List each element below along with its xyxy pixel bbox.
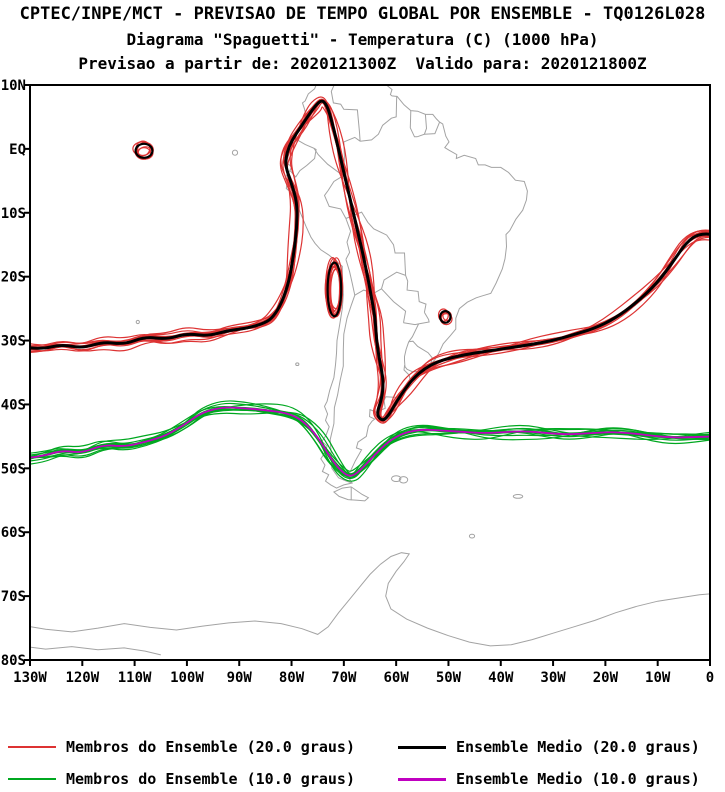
lat-tick-label: 50S: [1, 461, 26, 477]
lat-tick-label: 10S: [1, 206, 26, 222]
island: [387, 79, 392, 84]
ensemble-mean-20c: [30, 99, 710, 422]
island: [468, 533, 476, 539]
ensemble-mean-10c: [30, 406, 710, 477]
legend-label-members-20c: Membros do Ensemble (20.0 graus): [66, 738, 355, 756]
lat-tick-label: 70S: [1, 589, 26, 605]
island: [398, 476, 409, 484]
title-line-2: Diagrama "Spaguetti" - Temperatura (C) (…: [126, 30, 599, 49]
legend-item-mean-20c: Ensemble Medio (20.0 graus): [398, 731, 700, 763]
legend-label-members-10c: Membros do Ensemble (10.0 graus): [66, 770, 355, 788]
island: [512, 494, 524, 499]
closed-contour-mean-20c: [438, 310, 452, 324]
island: [135, 319, 140, 325]
country-border: [381, 271, 406, 289]
legend-label-mean-10c: Ensemble Medio (10.0 graus): [456, 770, 700, 788]
antarctica-coastline: [30, 552, 710, 647]
ensemble-member-20c: [30, 106, 710, 424]
lon-tick-label: 80W: [279, 670, 305, 686]
lon-tick-label: 130W: [13, 670, 47, 686]
lon-tick-label: 70W: [331, 670, 357, 686]
lat-tick-label: 80S: [1, 653, 26, 669]
lon-tick-label: 60W: [384, 670, 410, 686]
lat-tick-label: 10N: [1, 78, 26, 94]
ensemble-member-20c: [30, 100, 710, 421]
closed-contour-member-20c: [328, 264, 344, 310]
legend-row-1: Membros do Ensemble (20.0 graus) Ensembl…: [0, 731, 725, 763]
lon-tick-label: 120W: [65, 670, 99, 686]
ensemble-member-20c: [30, 99, 710, 421]
ensemble-member-20c: [30, 99, 710, 419]
legend: Membros do Ensemble (20.0 graus) Ensembl…: [0, 731, 725, 792]
country-border: [345, 211, 407, 276]
lon-tick-label: 0: [706, 670, 714, 686]
country-border: [404, 341, 410, 368]
lat-tick-label: 60S: [1, 525, 26, 541]
contours: [30, 96, 710, 482]
country-border: [416, 114, 428, 138]
ensemble-member-20c: [30, 96, 710, 420]
lon-tick-label: 10W: [645, 670, 671, 686]
lat-tick-label: 20S: [1, 270, 26, 286]
ensemble-member-20c: [30, 101, 710, 421]
basemap: [30, 79, 710, 656]
title-line-1: CPTEC/INPE/MCT - PREVISAO DE TEMPO GLOBA…: [19, 4, 706, 24]
lon-tick-label: 20W: [593, 670, 619, 686]
ensemble-member-20c: [30, 100, 710, 423]
country-border: [424, 121, 441, 135]
country-border: [345, 259, 356, 296]
lat-tick-label: 40S: [1, 397, 26, 413]
forecast-dates-line: Previsao a partir de: 2020121300Z Valido…: [78, 54, 647, 73]
ensemble-member-10c: [30, 406, 710, 472]
closed-contour-mean-20c: [326, 261, 343, 318]
ensemble-member-10c: [30, 403, 710, 480]
country-border: [330, 85, 361, 142]
country-border: [345, 218, 352, 260]
country-border: [297, 136, 361, 177]
plot-frame: [29, 84, 711, 661]
island: [231, 149, 239, 156]
lat-tick-label: EQ: [9, 142, 26, 158]
ensemble-member-20c: [30, 98, 710, 420]
country-border: [409, 110, 418, 138]
magenta-line-swatch: [398, 777, 446, 781]
ensemble-member-20c: [30, 99, 710, 420]
legend-label-mean-20c: Ensemble Medio (20.0 graus): [456, 738, 700, 756]
coastline: [332, 486, 370, 502]
country-border: [381, 288, 407, 323]
legend-item-mean-10c: Ensemble Medio (10.0 graus): [398, 763, 700, 792]
country-border: [403, 312, 430, 326]
lon-tick-label: 100W: [170, 670, 204, 686]
island: [391, 475, 402, 483]
lon-tick-label: 50W: [436, 670, 462, 686]
lon-tick-label: 30W: [540, 670, 566, 686]
closed-contour-mean-20c: [134, 142, 154, 159]
country-border: [405, 275, 427, 313]
lon-tick-label: 40W: [488, 670, 514, 686]
legend-item-members-20c: Membros do Ensemble (20.0 graus): [8, 731, 355, 763]
legend-row-2: Membros do Ensemble (10.0 graus) Ensembl…: [0, 763, 725, 792]
lon-tick-label: 90W: [227, 670, 253, 686]
lat-tick-label: 30S: [1, 334, 26, 350]
lon-tick-label: 110W: [118, 670, 152, 686]
country-border: [360, 95, 398, 142]
red-line-swatch: [8, 746, 56, 748]
coastline: [284, 85, 528, 489]
legend-item-members-10c: Membros do Ensemble (10.0 graus): [8, 763, 355, 792]
ensemble-member-20c: [30, 102, 710, 420]
country-border: [329, 295, 356, 484]
country-border: [289, 147, 317, 178]
black-line-swatch: [398, 745, 446, 749]
antarctica-coastline: [30, 646, 161, 656]
ensemble-member-20c: [30, 100, 710, 422]
island: [295, 362, 300, 367]
ensemble-member-20c: [30, 99, 710, 418]
ensemble-member-10c: [30, 409, 710, 482]
country-border: [323, 175, 347, 219]
country-border: [408, 323, 420, 343]
green-line-swatch: [8, 778, 56, 780]
